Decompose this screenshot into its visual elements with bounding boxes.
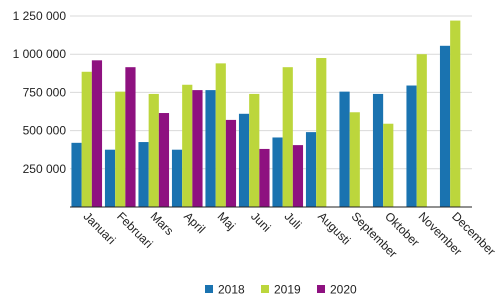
x-tick-label: Juli: [282, 209, 305, 232]
x-tick-label: Mars: [148, 209, 177, 238]
bar: [205, 90, 216, 207]
bar: [91, 60, 103, 208]
legend-swatch: [261, 285, 269, 293]
y-tick-label: 500 000: [23, 124, 67, 138]
bar: [372, 93, 384, 207]
bar: [104, 149, 116, 207]
legend-label: 2018: [218, 283, 245, 297]
x-tick-label: Augusti: [315, 209, 353, 247]
bar: [316, 58, 327, 207]
y-tick-label: 1 000 000: [13, 47, 67, 61]
bar: [71, 142, 82, 207]
bar: [439, 45, 451, 207]
y-tick-label: 750 000: [23, 85, 67, 99]
bar: [282, 67, 293, 207]
x-tick-label: Januari: [81, 209, 119, 247]
y-tick-label: 1 250 000: [13, 9, 67, 23]
bar: [349, 112, 360, 207]
bar: [259, 148, 270, 207]
x-tick-label: Februari: [114, 209, 155, 250]
bar: [225, 119, 237, 207]
bar: [115, 91, 126, 207]
legend-label: 2019: [274, 283, 301, 297]
bar: [416, 54, 427, 208]
x-tick-label: Juni: [248, 209, 273, 234]
legend-label: 2020: [330, 283, 357, 297]
bar: [125, 67, 136, 207]
bar: [249, 93, 260, 207]
bar: [171, 149, 183, 207]
bar: [272, 137, 283, 207]
bar: [292, 145, 304, 207]
bar: [238, 113, 250, 207]
x-tick-label: April: [181, 209, 208, 236]
legend-swatch: [317, 285, 325, 293]
bar: [215, 63, 226, 208]
x-tick-label: Maj: [215, 209, 239, 233]
bar: [383, 123, 394, 207]
bar: [158, 113, 170, 207]
bar: [148, 93, 159, 207]
bar: [81, 71, 92, 207]
bar: [182, 84, 193, 207]
y-tick-label: 250 000: [23, 162, 67, 176]
bar: [305, 132, 317, 207]
bar: [450, 20, 461, 207]
bar: [406, 85, 417, 207]
bar: [138, 142, 149, 207]
bar: [192, 90, 203, 207]
legend-swatch: [205, 285, 213, 293]
bar: [339, 91, 350, 207]
